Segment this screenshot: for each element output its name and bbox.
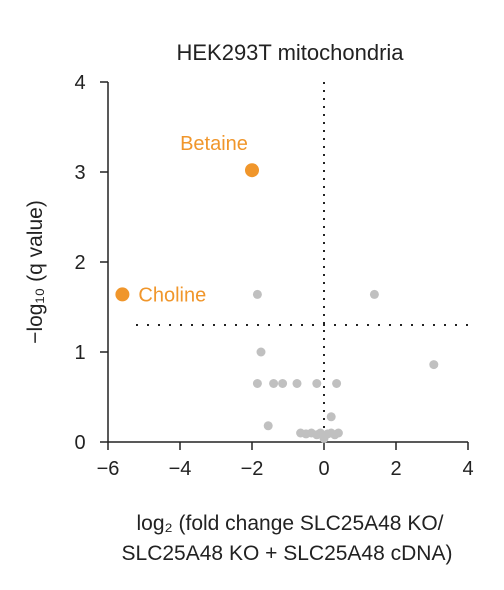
y-tick-label: 4 xyxy=(74,72,85,94)
data-point xyxy=(269,379,279,388)
y-axis-label: −log₁₀ (q value) xyxy=(24,200,47,344)
data-point xyxy=(369,289,379,299)
x-tick-label: 4 xyxy=(462,458,473,480)
data-point xyxy=(429,360,439,370)
x-tick-label: −2 xyxy=(241,458,264,480)
data-point xyxy=(263,421,273,431)
data-point xyxy=(278,379,288,388)
data-point xyxy=(292,379,302,388)
x-axis-label-line2: SLC25A48 KO + SLC25A48 cDNA) xyxy=(122,542,453,565)
x-tick-label: 0 xyxy=(318,458,329,480)
point-labels: Betaine Choline xyxy=(138,133,248,306)
point-label-choline: Choline xyxy=(138,284,206,306)
data-point xyxy=(332,379,342,388)
axes xyxy=(100,81,469,450)
data-point xyxy=(333,428,343,438)
point-label-betaine: Betaine xyxy=(180,133,248,155)
highlighted-point xyxy=(115,287,130,302)
y-tick-label: 2 xyxy=(74,252,85,274)
data-points xyxy=(115,163,439,443)
y-tick-label: 1 xyxy=(74,342,85,364)
x-tick-label: −4 xyxy=(169,458,192,480)
data-point xyxy=(252,289,262,299)
y-tick-label: 3 xyxy=(74,162,85,184)
highlighted-point xyxy=(245,163,259,178)
data-point xyxy=(252,379,262,388)
chart-title: HEK293T mitochondria xyxy=(176,40,404,65)
data-point xyxy=(256,347,266,357)
y-tick-label: 0 xyxy=(74,432,85,454)
x-axis-label-line1: log₂ (fold change SLC25A48 KO/ xyxy=(136,512,443,535)
tick-labels: −6 −4 −2 0 2 4 0 1 2 3 4 xyxy=(74,72,473,480)
x-tick-label: 2 xyxy=(390,458,401,480)
data-point xyxy=(312,379,322,388)
data-point xyxy=(326,412,336,422)
x-tick-label: −6 xyxy=(97,458,120,480)
reference-lines xyxy=(136,82,468,442)
